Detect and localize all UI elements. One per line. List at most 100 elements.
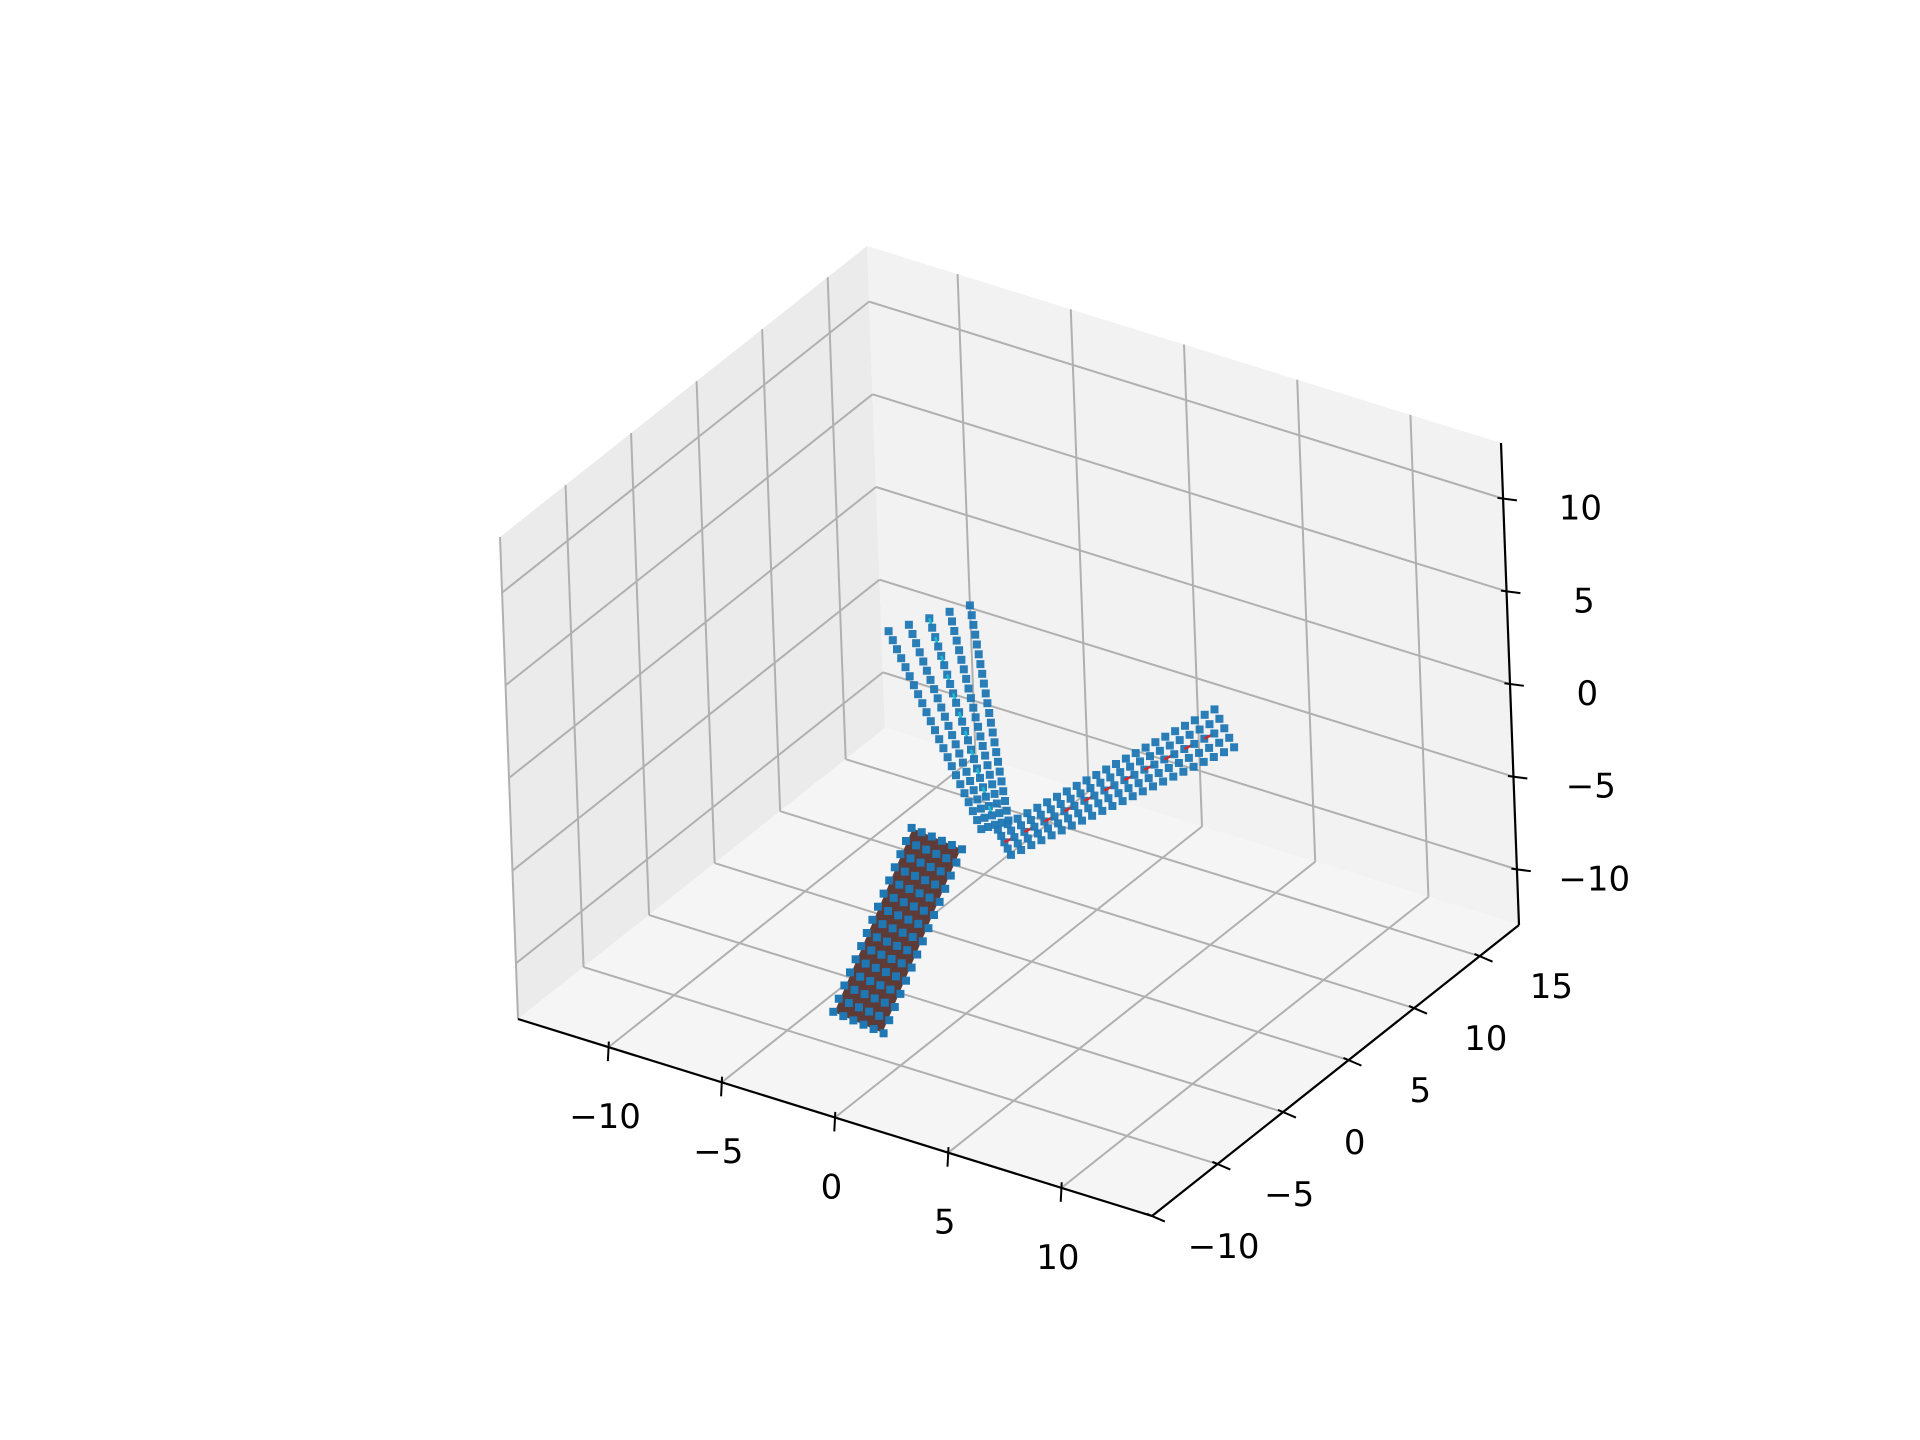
data-point: [1160, 755, 1169, 764]
ring-point: [860, 990, 869, 999]
data-point: [981, 689, 990, 698]
data-point: [1164, 764, 1173, 772]
data-point: [974, 722, 982, 731]
data-point: [964, 684, 973, 693]
ring-point: [925, 893, 934, 902]
data-point: [971, 630, 980, 639]
ring-point: [890, 1003, 899, 1011]
data-point: [1220, 724, 1229, 733]
data-point: [1002, 806, 1011, 815]
grid-line-y-floor: [583, 966, 1218, 1165]
data-point: [997, 777, 1006, 786]
y-axis-tick: [1277, 1108, 1297, 1119]
ring-point: [869, 1025, 878, 1033]
ring-point: [885, 1016, 894, 1025]
data-point: [1131, 749, 1140, 758]
data-point: [1078, 816, 1086, 825]
ring-point: [898, 928, 907, 937]
ring-point: [877, 950, 886, 959]
data-point: [952, 636, 961, 645]
data-point: [1092, 771, 1101, 779]
data-point: [919, 657, 928, 666]
x-axis-tick-label: 5: [934, 1203, 956, 1243]
data-point: [1010, 833, 1019, 842]
data-point: [1134, 779, 1143, 788]
data-point: [984, 823, 993, 831]
data-point: [1230, 743, 1239, 752]
data-point: [1205, 720, 1214, 729]
data-point: [1082, 776, 1091, 785]
data-point: [1017, 821, 1025, 830]
ring-point: [846, 968, 854, 977]
y-axis-tick-label: −5: [1264, 1175, 1314, 1215]
data-point: [974, 650, 983, 659]
data-point: [990, 738, 999, 747]
ring-point: [893, 941, 902, 950]
data-point: [1220, 748, 1228, 757]
data-point: [995, 767, 1004, 776]
data-point: [1185, 730, 1194, 739]
data-point: [914, 690, 923, 699]
ring-point: [911, 871, 919, 880]
grid-line-z-side: [508, 486, 877, 779]
data-point: [1200, 710, 1209, 719]
data-point: [1003, 844, 1012, 853]
data-point: [918, 699, 927, 708]
grid-line-x-floor: [1060, 896, 1430, 1189]
data-point: [1175, 736, 1184, 745]
data-point: [1088, 811, 1097, 820]
data-point: [1215, 714, 1224, 723]
data-point: [1128, 792, 1137, 801]
data-point: [915, 648, 924, 657]
data-point: [994, 757, 1002, 766]
data-point: [949, 689, 958, 698]
ring-point: [856, 972, 865, 981]
ring-point: [947, 841, 956, 849]
data-point: [1121, 754, 1130, 763]
y-axis-tick-label: −10: [1188, 1227, 1260, 1267]
ring-point: [926, 863, 935, 871]
x-axis-tick-label: −5: [693, 1132, 743, 1172]
data-point: [990, 820, 999, 829]
data-point: [1174, 759, 1183, 767]
data-point: [999, 787, 1008, 796]
data-point: [966, 694, 975, 703]
data-point: [981, 792, 990, 801]
ring-point: [896, 989, 905, 998]
data-point: [955, 749, 964, 758]
ring-point: [913, 950, 922, 959]
data-point: [1141, 743, 1150, 752]
y-axis-tick: [1343, 1056, 1362, 1067]
data-point: [958, 758, 967, 767]
solid-body: [834, 828, 961, 1033]
data-point: [1151, 738, 1160, 747]
z-axis-tick: [1511, 867, 1531, 873]
ring-point: [906, 854, 915, 863]
ring-point: [918, 937, 927, 946]
data-point: [1020, 827, 1029, 836]
data-point: [1130, 770, 1139, 779]
data-point: [970, 755, 978, 764]
x-axis-tick-label: 10: [1036, 1238, 1079, 1278]
data-point: [897, 654, 906, 663]
data-point: [1096, 778, 1105, 787]
data-point: [904, 620, 913, 629]
data-point: [1104, 794, 1113, 803]
data-point: [946, 680, 955, 688]
ring-point: [867, 946, 876, 955]
data-point: [978, 669, 987, 678]
data-point: [1114, 789, 1123, 798]
data-point: [1098, 806, 1107, 815]
data-point: [1110, 781, 1119, 790]
ring-point: [902, 976, 910, 985]
data-point: [973, 764, 981, 773]
data-point: [940, 712, 949, 721]
ring-point: [915, 889, 924, 898]
data-point: [992, 748, 1001, 757]
ring-point: [914, 919, 923, 928]
y-axis-tick-label: 15: [1530, 967, 1573, 1007]
data-point: [1086, 784, 1095, 792]
ring-point: [857, 942, 866, 951]
ring-point: [861, 959, 870, 968]
data-point: [1210, 729, 1219, 738]
